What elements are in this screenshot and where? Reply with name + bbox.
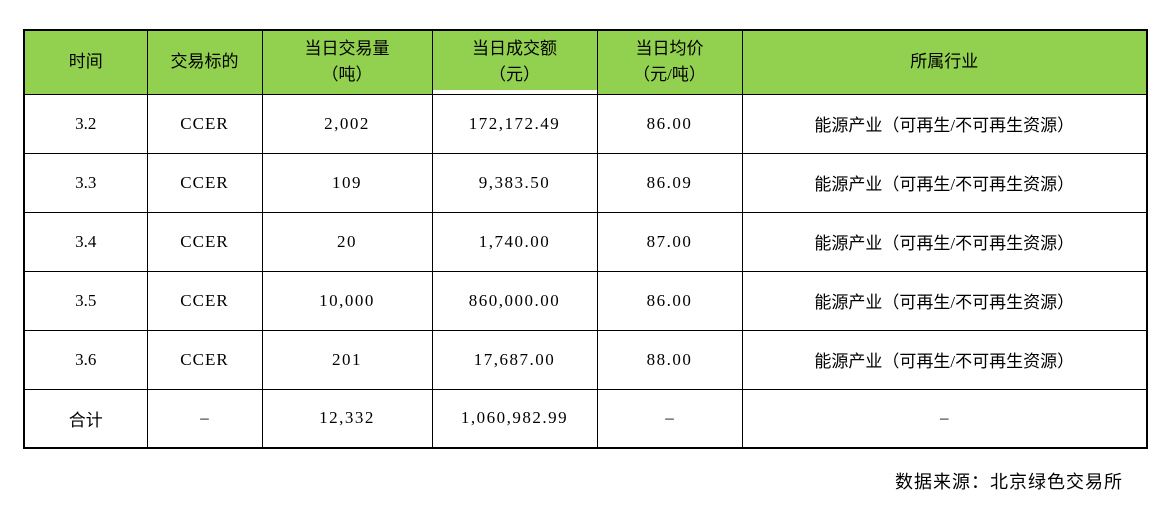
cell-date: 3.4: [23, 211, 148, 272]
cell-amount: 860,000.00: [431, 270, 598, 331]
table-row: 3.4 CCER 20 1,740.00 87.00 能源产业（可再生/不可再生…: [23, 211, 1148, 272]
cell-target: CCER: [146, 93, 263, 154]
cell-amount: 1,060,982.99: [431, 388, 598, 449]
col-header-date-label: 时间: [68, 52, 103, 72]
cell-amount: 172,172.49: [431, 93, 598, 154]
cell-volume: 2,002: [261, 93, 433, 154]
cell-date: 3.2: [23, 93, 148, 154]
cell-total-label: 合计: [23, 388, 148, 449]
table-row: 3.6 CCER 201 17,687.00 88.00 能源产业（可再生/不可…: [23, 329, 1148, 390]
cell-target: CCER: [146, 270, 263, 331]
cell-volume: 109: [261, 152, 433, 213]
table-row: 3.2 CCER 2,002 172,172.49 86.00 能源产业（可再生…: [23, 93, 1148, 154]
col-header-price-label: 当日均价: [635, 39, 704, 59]
col-header-amount: 当日成交额 （元）: [431, 29, 598, 95]
col-header-target: 交易标的: [146, 29, 263, 95]
cell-date: 3.6: [23, 329, 148, 390]
cell-target: –: [146, 388, 263, 449]
cell-volume: 201: [261, 329, 433, 390]
col-header-volume-label: 当日交易量: [304, 39, 390, 59]
cell-date: 3.5: [23, 270, 148, 331]
table-row: 3.3 CCER 109 9,383.50 86.09 能源产业（可再生/不可再…: [23, 152, 1148, 213]
col-header-volume: 当日交易量 （吨）: [261, 29, 433, 95]
cell-date: 3.3: [23, 152, 148, 213]
col-header-amount-label: 当日成交额: [472, 39, 557, 59]
cell-price: 86.00: [596, 93, 743, 154]
cell-amount: 1,740.00: [431, 211, 598, 272]
cell-price: –: [596, 388, 743, 449]
page: 时间 交易标的 当日交易量 （吨） 当日成交额 （元） 当日均价 （元/吨）: [23, 29, 1148, 492]
cell-target: CCER: [146, 329, 263, 390]
col-header-volume-unit: （吨）: [321, 65, 373, 85]
cell-price: 86.09: [596, 152, 743, 213]
cell-industry: 能源产业（可再生/不可再生资源）: [741, 211, 1148, 272]
cell-industry: 能源产业（可再生/不可再生资源）: [741, 93, 1148, 154]
cell-industry: 能源产业（可再生/不可再生资源）: [741, 270, 1148, 331]
cell-amount: 17,687.00: [431, 329, 598, 390]
col-header-industry: 所属行业: [741, 29, 1148, 95]
col-header-industry-label: 所属行业: [910, 52, 979, 72]
cell-amount: 9,383.50: [431, 152, 598, 213]
cell-volume: 12,332: [261, 388, 433, 449]
cell-industry: –: [741, 388, 1148, 449]
col-header-target-label: 交易标的: [170, 52, 239, 72]
cell-price: 86.00: [596, 270, 743, 331]
cell-target: CCER: [146, 152, 263, 213]
col-header-date: 时间: [23, 29, 148, 95]
cell-price: 88.00: [596, 329, 743, 390]
cell-price: 87.00: [596, 211, 743, 272]
cell-industry: 能源产业（可再生/不可再生资源）: [741, 329, 1148, 390]
trading-table: 时间 交易标的 当日交易量 （吨） 当日成交额 （元） 当日均价 （元/吨）: [23, 29, 1148, 449]
col-header-price: 当日均价 （元/吨）: [596, 29, 743, 95]
col-header-price-unit: （元/吨）: [633, 65, 706, 85]
cell-volume: 20: [261, 211, 433, 272]
table-row: 3.5 CCER 10,000 860,000.00 86.00 能源产业（可再…: [23, 270, 1148, 331]
data-source-note: 数据来源：北京绿色交易所: [895, 472, 1123, 492]
cell-volume: 10,000: [261, 270, 433, 331]
cell-industry: 能源产业（可再生/不可再生资源）: [741, 152, 1148, 213]
col-header-amount-unit: （元）: [489, 65, 540, 85]
header-row: 时间 交易标的 当日交易量 （吨） 当日成交额 （元） 当日均价 （元/吨）: [23, 29, 1148, 95]
cell-target: CCER: [146, 211, 263, 272]
total-row: 合计 – 12,332 1,060,982.99 – –: [23, 388, 1148, 449]
